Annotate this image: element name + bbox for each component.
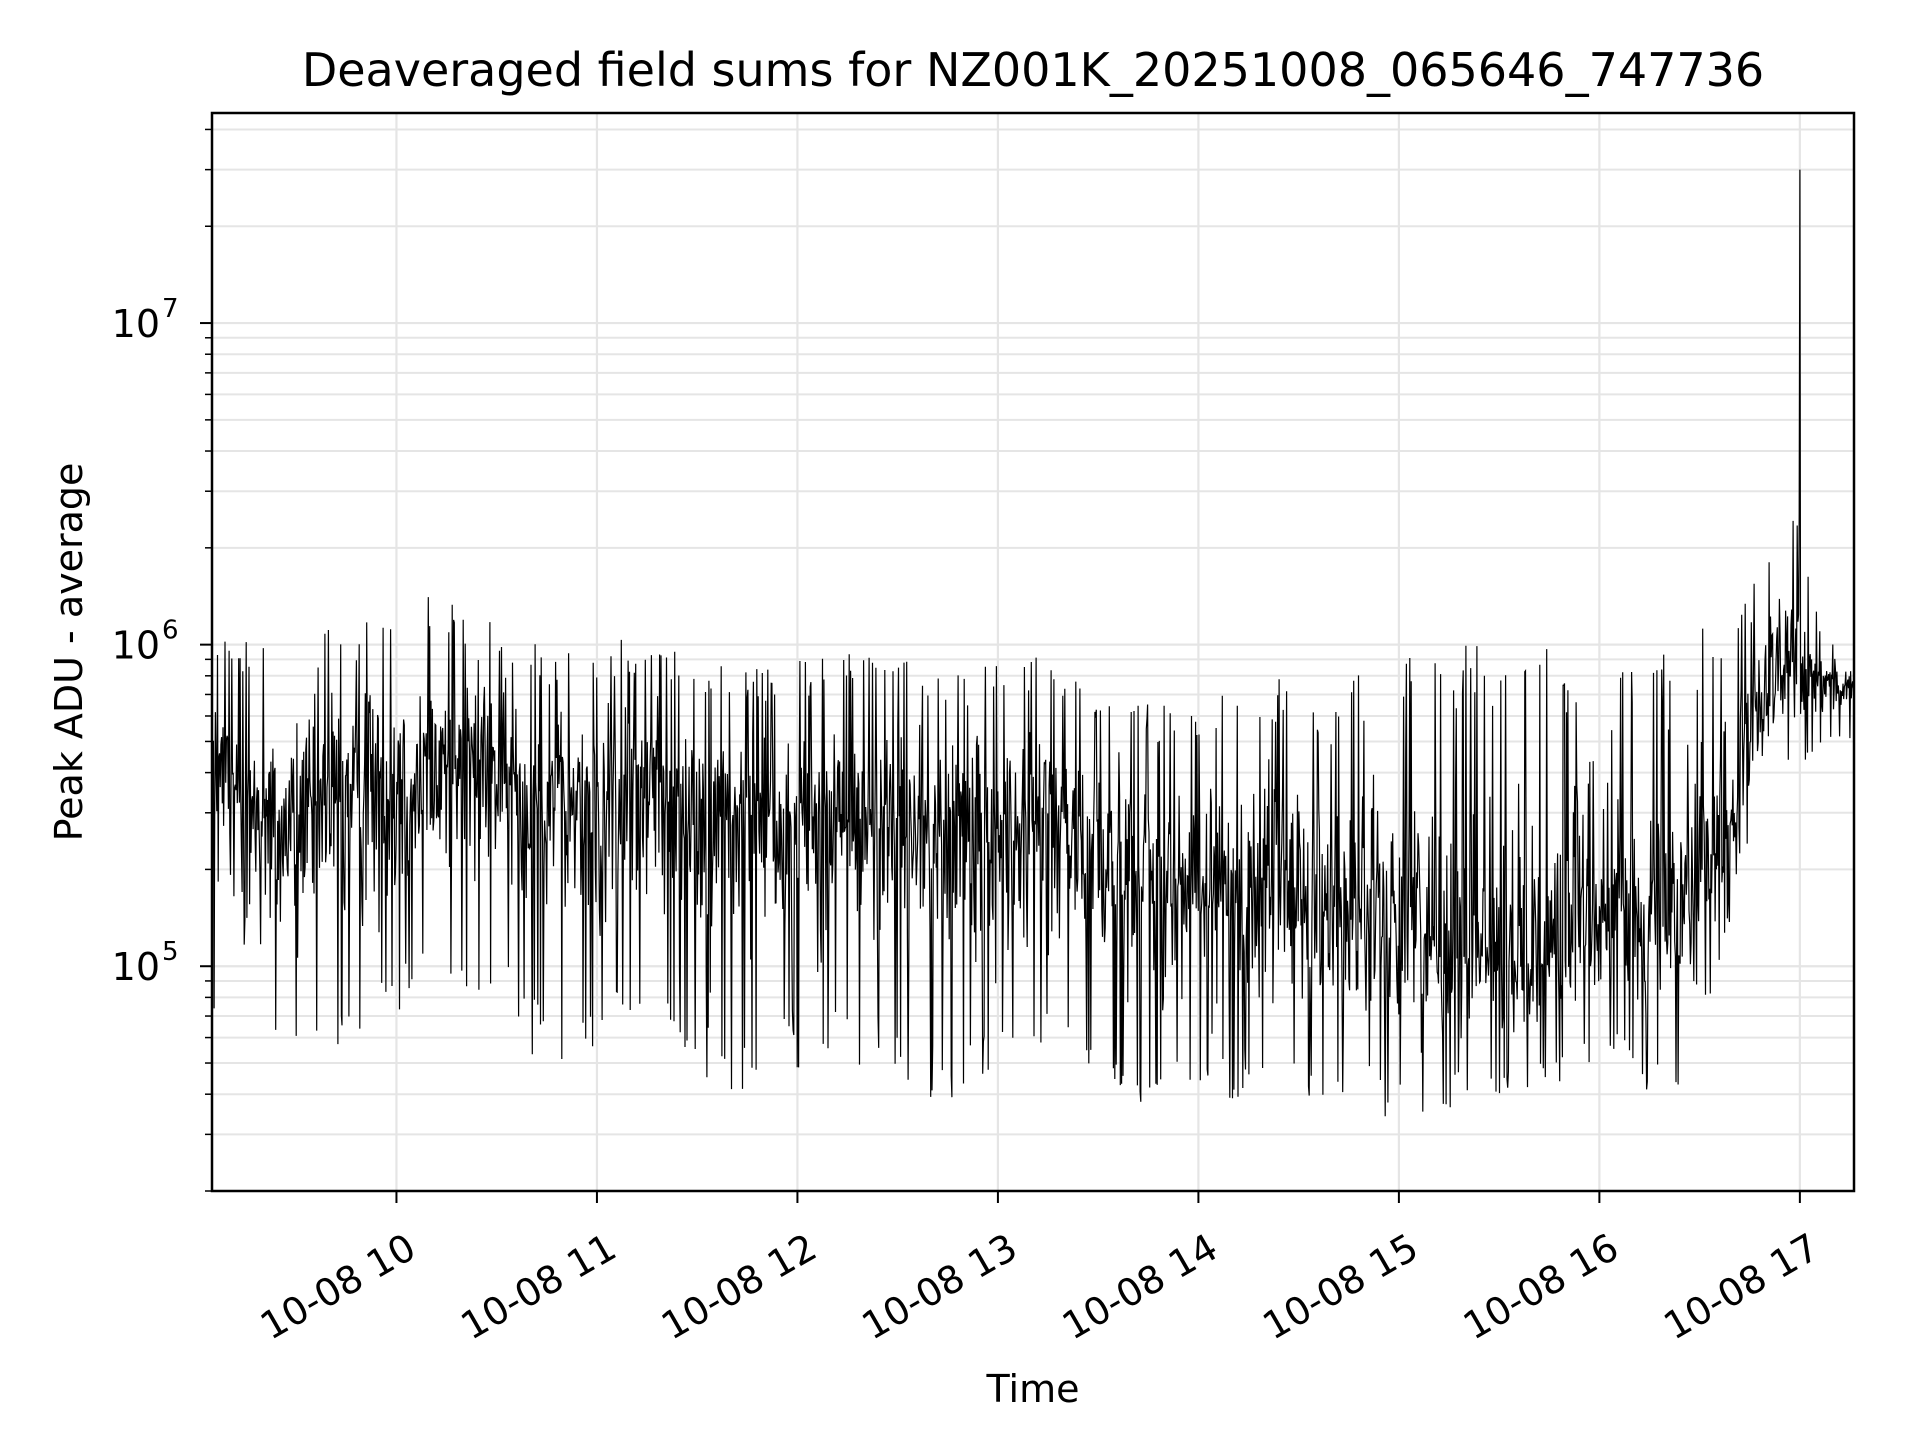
y-tick-exponent: 7 [162, 294, 179, 324]
plot-frame [210, 111, 1856, 1193]
chart-title: Deaveraged field sums for NZ001K_2025100… [302, 43, 1764, 97]
y-axis-label: Peak ADU - average [47, 463, 91, 842]
data-layer [211, 169, 1855, 1117]
series-line [211, 169, 1855, 1117]
y-tick-exponent: 6 [162, 616, 179, 646]
y-tick-label: 10 [112, 302, 160, 346]
y-tick-exponent: 5 [162, 937, 179, 967]
y-tick-label: 10 [112, 945, 160, 989]
x-axis-label: Time [986, 1367, 1080, 1411]
y-tick-label: 10 [112, 624, 160, 668]
